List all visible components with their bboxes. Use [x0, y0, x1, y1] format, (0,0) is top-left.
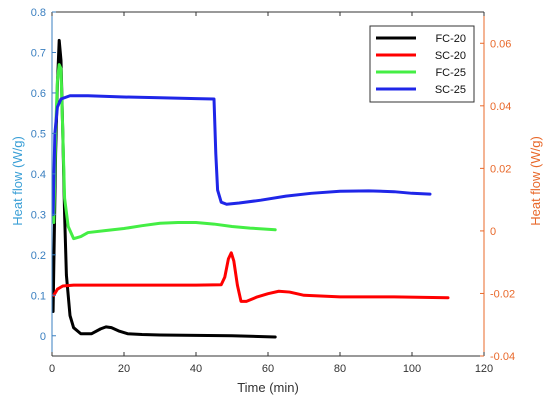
series-line-fc-20 [51, 38, 277, 339]
series-line-fc-25 [52, 63, 277, 241]
right-y-tick-label: 0 [490, 226, 496, 238]
left-y-tick-label: 0.4 [31, 169, 46, 181]
left-y-axis-label: Heat flow (W/g) [10, 136, 25, 226]
left-y-tick-label: 0.6 [31, 88, 46, 100]
right-y-tick-label: -0.04 [490, 351, 515, 363]
ticks-layer: 0 20 40 60 80 100 120 0 0.1 0.2 0.3 0.4 0.5 0.6 0.7 0.8… [31, 7, 515, 375]
x-tick-label: 60 [262, 363, 274, 375]
series-layer [51, 38, 450, 339]
x-tick-label: 0 [49, 363, 55, 375]
left-y-tick-label: 0.1 [31, 290, 46, 302]
right-y-tick-label: 0.06 [490, 38, 511, 50]
series-line-sc-25 [51, 94, 432, 216]
left-y-tick-label: 0 [40, 331, 46, 343]
legend-label-sc-25: SC-25 [435, 84, 466, 96]
x-tick-label: 80 [334, 363, 346, 375]
right-y-tick-label: -0.02 [490, 288, 515, 300]
legend-label-sc-20: SC-20 [435, 50, 466, 62]
x-tick-label: 40 [190, 363, 202, 375]
left-y-tick-label: 0.5 [31, 128, 46, 140]
right-y-tick-label: 0.02 [490, 163, 511, 175]
right-y-tick-label: 0.04 [490, 101, 511, 113]
left-y-tick-label: 0.8 [31, 7, 46, 19]
x-tick-label: 20 [118, 363, 130, 375]
left-y-tick-label: 0.7 [31, 47, 46, 59]
x-tick-label: 120 [475, 363, 493, 375]
left-y-tick-label: 0.3 [31, 209, 46, 221]
legend: FC-20 SC-20 FC-25 SC-25 [369, 25, 475, 103]
x-tick-label: 100 [403, 363, 421, 375]
legend-label-fc-20: FC-20 [435, 33, 466, 45]
x-axis-label: Time (min) [237, 380, 299, 395]
series-line-sc-20 [52, 251, 450, 303]
right-y-axis-label: Heat flow (W/g) [528, 136, 543, 226]
left-y-tick-label: 0.2 [31, 250, 46, 262]
legend-label-fc-25: FC-25 [435, 67, 466, 79]
